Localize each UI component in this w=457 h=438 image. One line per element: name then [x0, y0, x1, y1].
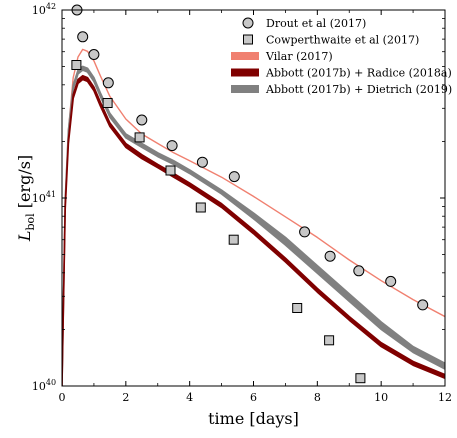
series-band-1	[62, 65, 445, 386]
data-point-circle	[77, 31, 89, 43]
data-point-circle	[299, 226, 311, 238]
y-tick-label: 1041	[32, 190, 56, 205]
x-tick-label: 4	[186, 391, 193, 404]
data-point-circle	[228, 171, 240, 183]
legend-swatch	[231, 85, 259, 93]
y-axis: 1040 1041 1042	[32, 2, 445, 393]
legend-swatch	[231, 68, 259, 77]
legend-label: Abbott (2017b) + Dietrich (2019)	[265, 83, 452, 96]
legend-marker-square	[243, 34, 253, 45]
y-tick-label: 1042	[32, 2, 56, 17]
data-point-circle	[324, 250, 336, 262]
x-tick-label: 6	[250, 391, 257, 404]
legend-label: Abbott (2017b) + Radice (2018a)	[265, 67, 452, 80]
legend: Drout et al (2017) Cowperthwaite et al (2…	[231, 17, 452, 96]
data-point-square	[292, 303, 303, 313]
data-point-circle	[102, 77, 114, 89]
x-tick-label: 10	[374, 391, 388, 404]
y-axis-label-main: L	[15, 231, 34, 243]
x-axis-label: time [days]	[208, 409, 299, 428]
legend-swatch	[231, 52, 259, 60]
data-point-circle	[196, 156, 208, 168]
x-tick-label: 2	[122, 391, 129, 404]
legend-marker-circle	[242, 17, 254, 29]
y-tick-label: 1040	[32, 378, 56, 393]
data-point-circle	[385, 275, 397, 287]
data-point-square	[165, 165, 176, 176]
data-point-square	[228, 234, 239, 245]
points-layer	[71, 4, 429, 384]
data-point-square	[324, 335, 335, 346]
series-layer	[62, 48, 445, 386]
data-point-square	[71, 60, 82, 70]
data-point-circle	[417, 299, 429, 311]
y-axis-label-unit: [erg/s]	[15, 155, 34, 214]
x-tick-label: 8	[314, 391, 321, 404]
legend-label: Drout et al (2017)	[266, 17, 366, 30]
data-point-circle	[88, 49, 100, 60]
x-tick-label: 12	[438, 391, 452, 404]
legend-label: Vilar (2017)	[265, 50, 333, 63]
data-point-square	[134, 132, 145, 143]
data-point-square	[355, 373, 366, 384]
x-axis: 0 2 4 6 8 10 12	[59, 10, 452, 404]
data-point-square	[195, 202, 206, 213]
x-tick-label: 0	[59, 391, 66, 404]
data-point-square	[102, 98, 113, 108]
y-axis-label-sub: bol	[24, 213, 37, 231]
data-point-circle	[166, 140, 178, 152]
legend-label: Cowperthwaite et al (2017)	[266, 34, 419, 47]
series-band-2	[62, 74, 445, 386]
y-axis-label: Lbol [erg/s]	[15, 155, 37, 242]
data-point-circle	[136, 114, 148, 126]
data-point-circle	[353, 265, 365, 277]
